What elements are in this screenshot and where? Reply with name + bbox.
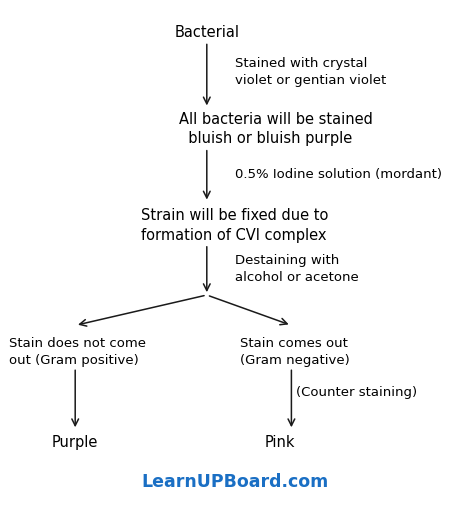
Text: Stained with crystal
violet or gentian violet: Stained with crystal violet or gentian v…	[235, 57, 386, 87]
Text: 0.5% Iodine solution (mordant): 0.5% Iodine solution (mordant)	[235, 168, 442, 181]
Text: Strain will be fixed due to
formation of CVI complex: Strain will be fixed due to formation of…	[141, 208, 329, 242]
Text: Destaining with
alcohol or acetone: Destaining with alcohol or acetone	[235, 254, 359, 284]
Text: Pink: Pink	[265, 434, 295, 449]
Text: LearnUPBoard.com: LearnUPBoard.com	[141, 472, 329, 490]
Text: Bacterial: Bacterial	[174, 25, 239, 40]
Text: All bacteria will be stained
  bluish or bluish purple: All bacteria will be stained bluish or b…	[179, 112, 373, 146]
Text: (Counter staining): (Counter staining)	[296, 385, 417, 398]
Text: Purple: Purple	[52, 434, 98, 449]
Text: Stain comes out
(Gram negative): Stain comes out (Gram negative)	[240, 336, 350, 366]
Text: Stain does not come
out (Gram positive): Stain does not come out (Gram positive)	[9, 336, 146, 366]
